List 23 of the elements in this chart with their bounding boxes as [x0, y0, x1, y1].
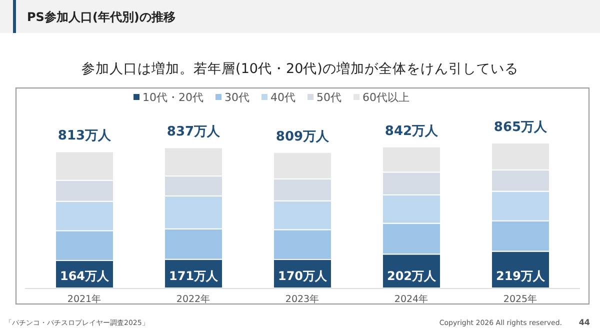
data-label: 164万人: [60, 269, 110, 283]
total-label: 842万人: [384, 124, 440, 139]
data-label: 219万人: [496, 269, 546, 283]
x-tick-label: 2025年: [503, 293, 538, 305]
legend-label: 10代・20代: [142, 91, 204, 104]
chart-subtitle: 参加人口は増加。若年層(10代・20代)の増加が全体をけん引している: [82, 60, 518, 77]
text: 44: [578, 318, 590, 327]
legend-label: 40代: [270, 91, 296, 104]
data-label: 170万人: [278, 269, 328, 283]
x-tick-label: 2024年: [394, 293, 429, 305]
x-tick-label: 2022年: [176, 293, 211, 305]
total-label: 809万人: [276, 129, 330, 144]
chart-title: PS参加人口(年代別)の推移: [27, 10, 176, 24]
legend-label: 30代: [224, 91, 250, 104]
data-label: 171万人: [168, 269, 220, 283]
data-label: 202万人: [386, 269, 438, 283]
total-label: 813万人: [58, 128, 112, 144]
legend-label: 50代: [316, 91, 342, 104]
legend-label: 60代以上: [362, 91, 410, 104]
x-tick-label: 2021年: [67, 293, 102, 305]
x-tick-label: 2023年: [285, 293, 320, 305]
total-label: 865万人: [494, 120, 548, 135]
total-label: 837万人: [166, 124, 222, 140]
